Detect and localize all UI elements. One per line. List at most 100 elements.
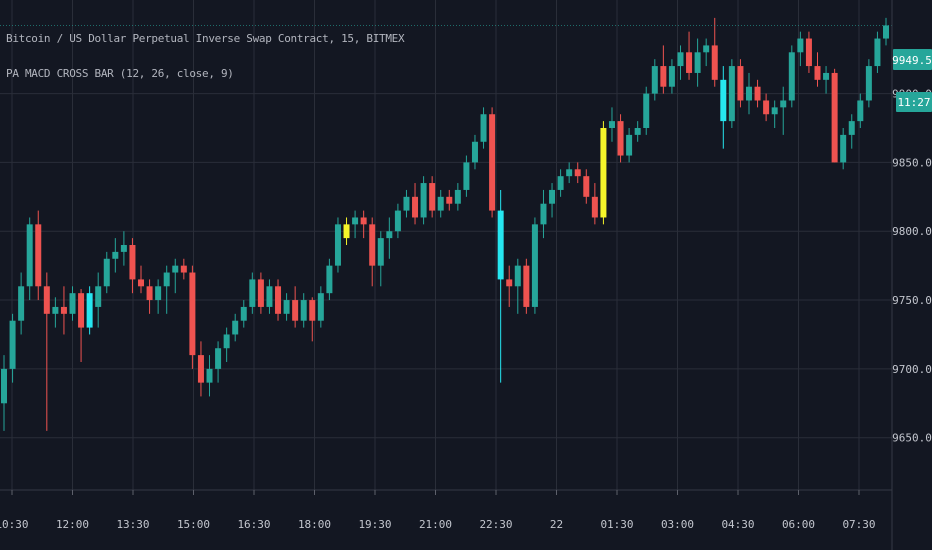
candle [326,258,333,301]
candle [557,169,564,197]
candle [26,217,33,301]
candle [146,279,153,314]
candle-body [668,66,675,87]
candle-body [711,45,718,80]
candle-body [686,52,693,73]
candle [420,176,427,225]
candle-body [626,134,633,156]
time-tick-label: 21:00 [419,518,452,531]
candle-body [300,300,307,321]
candle-body [574,169,581,177]
candle [249,272,256,314]
candle [266,279,273,314]
candle-body [189,272,196,356]
time-tick-label: 03:00 [661,518,694,531]
candle [540,189,547,239]
candle-body [805,38,812,67]
candle [848,114,855,149]
candle-body [634,128,641,135]
time-axis[interactable]: 10:30 12:00 13:30 15:00 16:30 18:00 19:30 21:00… [0,490,876,531]
candle-body [334,224,341,266]
candle-body [369,224,376,266]
candle [506,265,513,307]
candle [694,38,701,87]
candle-body [463,162,470,190]
candle-body [848,121,855,135]
candle-body [257,279,264,307]
candle-body [780,100,787,108]
candle [754,79,761,108]
candle [35,210,42,301]
candle [583,169,590,204]
candle [112,238,119,273]
candle-body [309,300,316,321]
candle [172,258,179,294]
candle [463,155,470,197]
candle-body [737,66,744,101]
candle-body [52,306,59,314]
time-tick-label: 22 [550,518,563,531]
candle-body [43,286,50,314]
candle [626,128,633,163]
candle-body [129,245,136,280]
candle [257,272,264,314]
candle [574,162,581,184]
candle [95,272,102,328]
candle [857,93,864,129]
candle-body [608,121,615,129]
time-tick-label: 01:30 [600,518,633,531]
candle [797,31,804,67]
candle [514,258,521,314]
candle-body [771,107,778,115]
candle [600,121,607,225]
candle-body [489,114,496,211]
candle [334,217,341,273]
candle [549,183,556,218]
candle [745,72,752,115]
candle-body [745,86,752,101]
candle [180,258,187,280]
candle-body [197,355,204,383]
candle-body [617,121,624,156]
candle [591,183,598,225]
candle [454,183,461,211]
candle-body [557,176,564,190]
candle-body [883,25,889,39]
candle [720,66,727,149]
candle [771,100,778,129]
candle-body [480,114,487,142]
grid-lines [0,0,892,490]
candle [780,86,787,135]
candle-body [232,320,239,335]
candle-body [797,38,804,53]
symbol-title[interactable]: Bitcoin / US Dollar Perpetual Inverse Sw… [6,32,405,45]
candle-body [420,183,427,218]
candle-body [9,320,16,369]
candle-body [651,66,658,94]
candle-body [403,196,410,211]
candle [686,31,693,80]
bar-countdown-text: 11:27 [897,96,930,109]
current-price-label[interactable]: 9949.5 [892,49,932,70]
candle-body [206,368,213,383]
time-tick-label: 18:00 [298,518,331,531]
indicator-legend[interactable]: PA MACD CROSS BAR (12, 26, close, 9) [6,67,234,80]
candle [275,279,282,321]
time-tick-label: 19:30 [358,518,391,531]
candle-body [874,38,881,67]
candle-body [155,286,162,301]
candle [18,272,25,335]
candle [677,45,684,80]
time-tick-label: 12:00 [56,518,89,531]
candle-body [240,306,247,321]
price-tick-label: 9850.0 [892,156,932,169]
candle [497,189,504,383]
candle [831,68,838,163]
candle [69,286,76,321]
candle-body [180,265,187,273]
candle [737,59,744,108]
candle [155,279,162,314]
candle-body [720,79,727,122]
